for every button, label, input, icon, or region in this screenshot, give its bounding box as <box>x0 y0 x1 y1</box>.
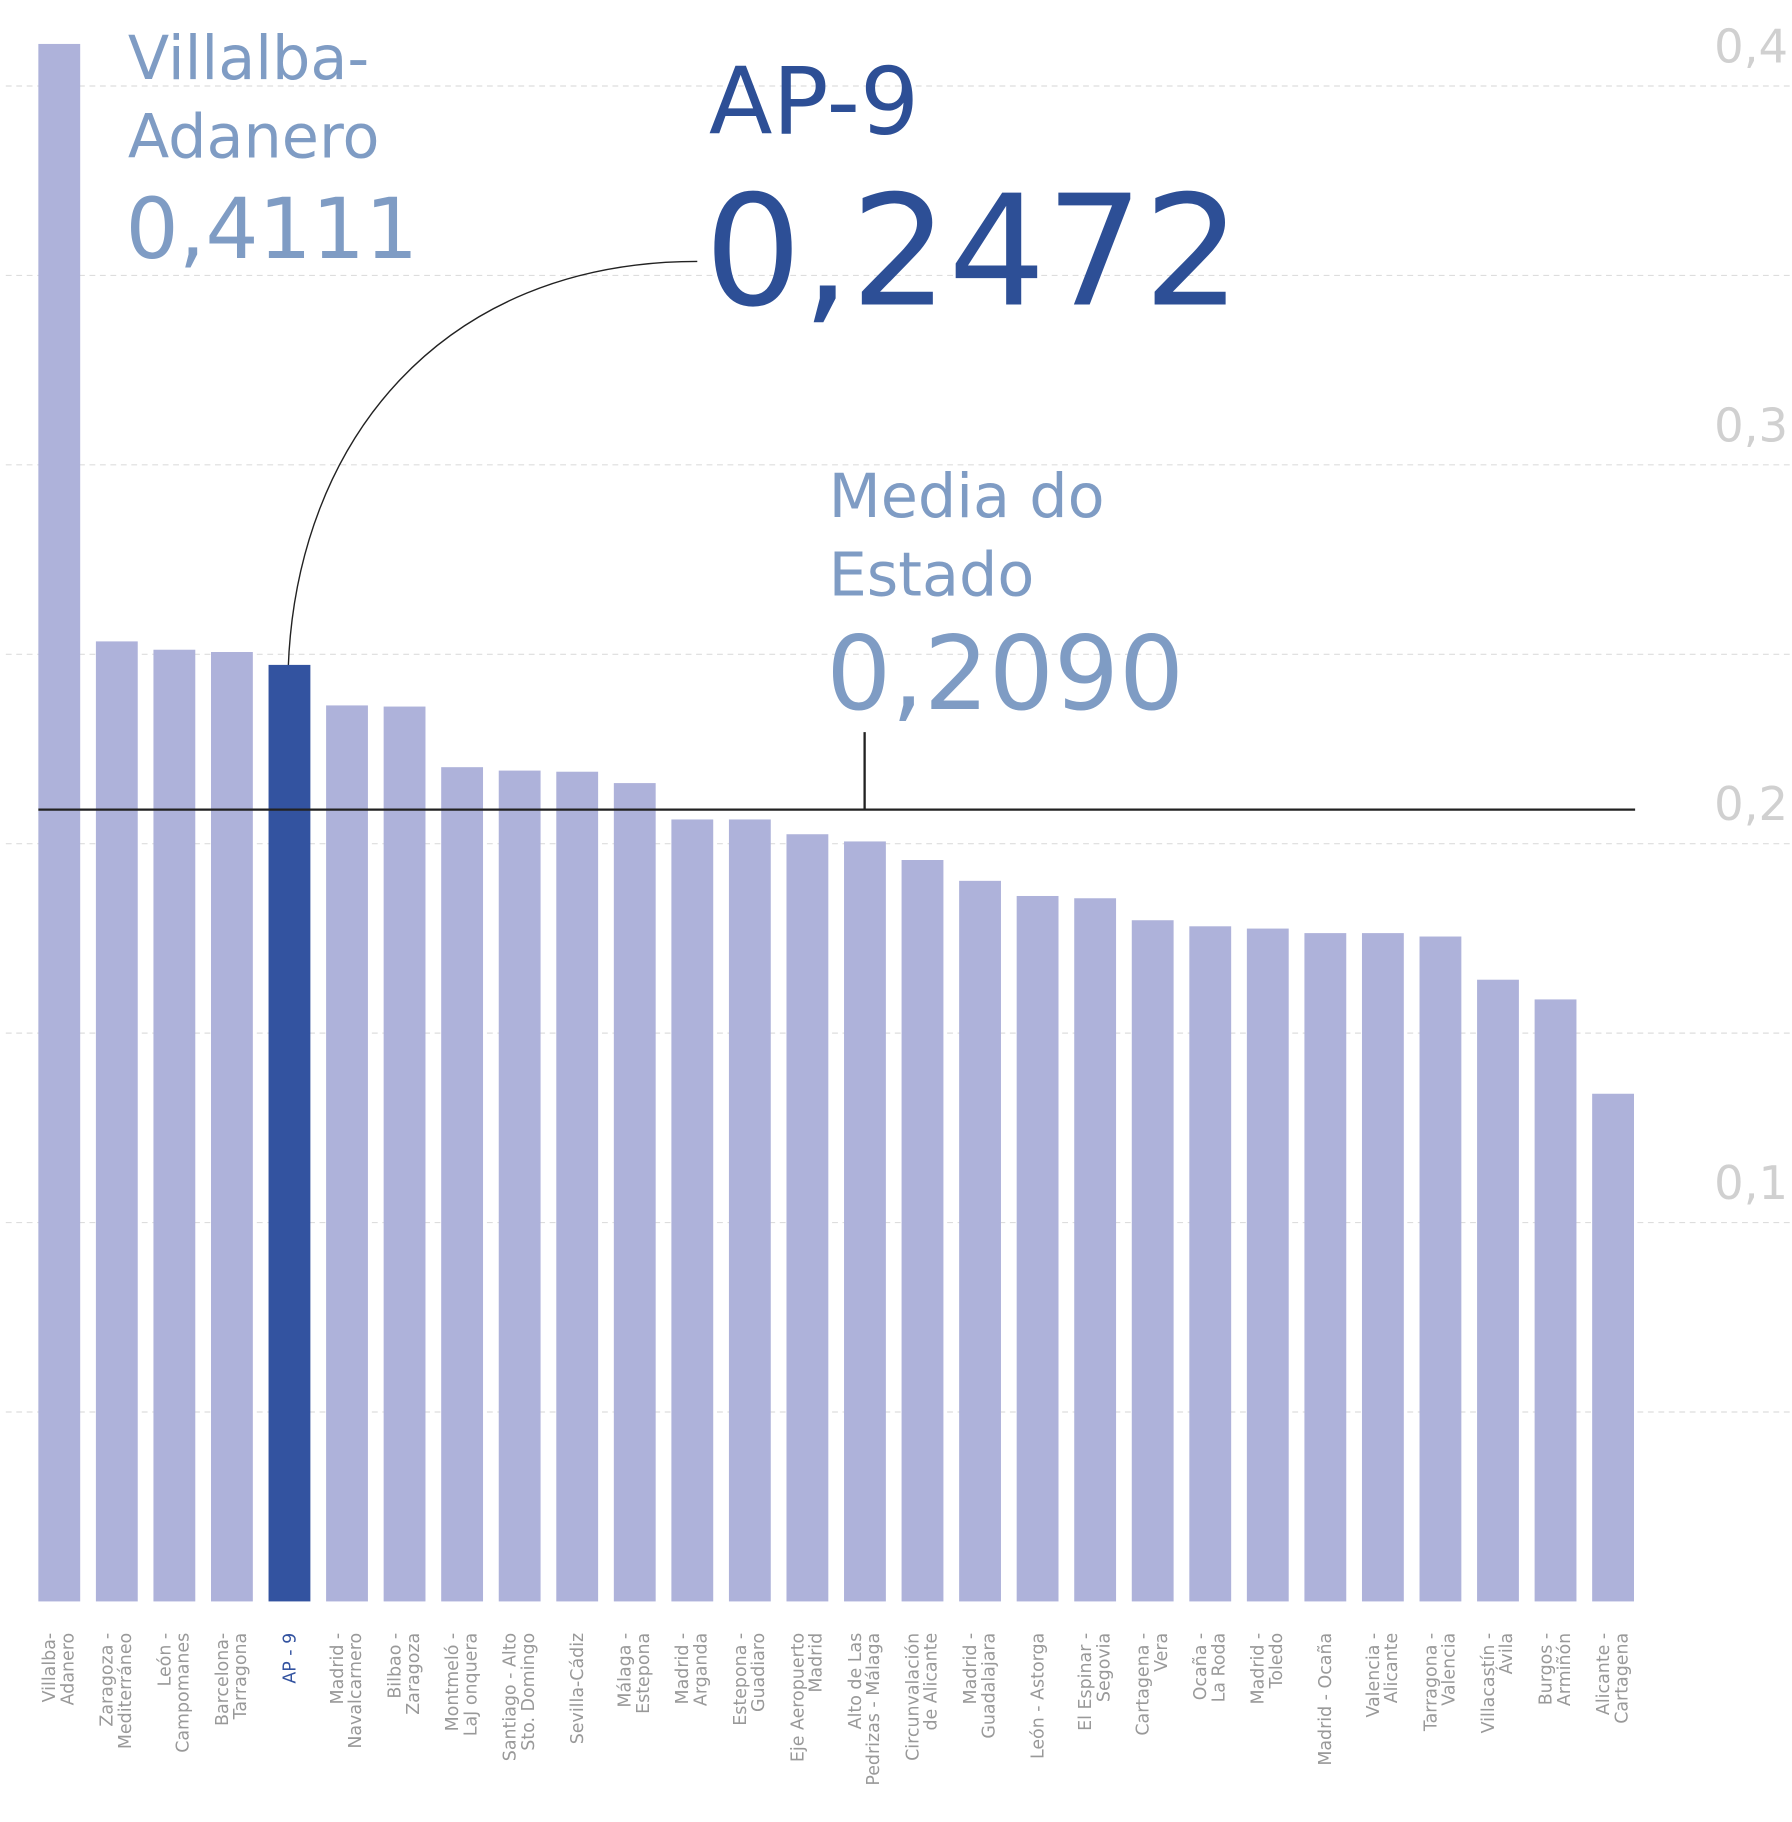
annotation-label: Villalba-Adanero <box>128 24 380 173</box>
annotation-label: AP-9 <box>709 48 919 156</box>
bar <box>1074 898 1117 1602</box>
x-tick-group: Málaga -Estepona <box>616 1633 654 1714</box>
bar <box>901 859 944 1602</box>
mean-value: 0,2090 <box>826 615 1184 734</box>
bar <box>844 841 886 1602</box>
bar <box>383 706 426 1602</box>
x-tick-label: Estepona -Guadiaro <box>731 1633 769 1726</box>
bar <box>95 641 138 1602</box>
x-tick-group: Montmeló -LaJ onquera <box>443 1633 481 1736</box>
x-tick-label: Madrid -Navalcarnero <box>328 1633 366 1749</box>
bar <box>1419 936 1462 1602</box>
x-tick-label: Madrid -Arganda <box>673 1633 711 1706</box>
bar <box>556 771 599 1602</box>
y-tick-label: 0,1 <box>1714 1156 1788 1210</box>
x-tick-group: Burgos -Armiñón <box>1536 1633 1574 1706</box>
x-tick-label: Villacastín -Ávila <box>1479 1633 1517 1734</box>
bar <box>153 649 196 1602</box>
y-tick-label: 0,4 <box>1714 19 1788 73</box>
x-tick-label: Eje AeropuertoMadrid <box>788 1633 826 1762</box>
x-tick-label: Madrid -Toledo <box>1249 1633 1287 1705</box>
bar <box>1131 920 1174 1602</box>
bar <box>786 834 829 1602</box>
bar <box>441 767 484 1602</box>
x-tick-label: Santiago - AltoSto. Domingo <box>501 1633 539 1761</box>
bar <box>326 705 368 1602</box>
x-tick-group: Bilbao -Zaragoza <box>385 1633 423 1715</box>
x-tick-label: Málaga -Estepona <box>616 1633 654 1714</box>
x-tick-label: Madrid -Guadalajara <box>961 1633 999 1739</box>
x-tick-group: Villacastín -Ávila <box>1479 1633 1517 1734</box>
x-tick-group: Santiago - AltoSto. Domingo <box>501 1633 539 1761</box>
x-tick-group: Madrid -Guadalajara <box>961 1633 999 1739</box>
bar <box>1189 926 1232 1602</box>
x-tick-group: León - Astorga <box>1028 1633 1048 1759</box>
x-tick-label: Montmeló -LaJ onquera <box>443 1633 481 1736</box>
x-tick-group: AP - 9 <box>280 1633 300 1684</box>
x-tick-label: León - Astorga <box>1028 1633 1048 1759</box>
bar <box>1534 999 1577 1602</box>
bar <box>1477 979 1519 1602</box>
x-tick-label: Villalba-Adanero <box>40 1633 78 1706</box>
bar <box>1361 933 1404 1602</box>
x-tick-group: Barcelona-Tarragona <box>213 1633 251 1726</box>
bar <box>268 664 311 1602</box>
x-tick-label: Alto de LasPedrizas - Málaga <box>846 1633 884 1786</box>
x-tick-label: Sevilla-Cádiz <box>568 1633 588 1744</box>
bar <box>728 819 771 1602</box>
x-tick-group: Alicante -Cartagena <box>1594 1633 1632 1724</box>
x-tick-group: Madrid -Toledo <box>1249 1633 1287 1705</box>
bar <box>613 783 656 1602</box>
bar <box>1592 1093 1635 1602</box>
bar <box>959 880 1001 1602</box>
x-tick-group: Madrid -Arganda <box>673 1633 711 1706</box>
x-tick-group: Circunvalaciónde Alicante <box>903 1633 941 1761</box>
x-tick-label: Ocaña -La Roda <box>1191 1633 1229 1703</box>
x-tick-label: El Espinar -Segovia <box>1076 1633 1114 1731</box>
annotation-value: 0,4111 <box>126 180 419 278</box>
x-tick-group: Ocaña -La Roda <box>1191 1633 1229 1703</box>
x-tick-group: Eje AeropuertoMadrid <box>788 1633 826 1762</box>
connector <box>287 260 698 669</box>
x-tick-label: Zaragoza -Mediterráneo <box>98 1633 136 1749</box>
x-tick-group: León -Campomanes <box>155 1633 193 1753</box>
bar <box>1246 928 1289 1602</box>
annotation-value: 0,2472 <box>704 163 1241 341</box>
x-tick-label: León -Campomanes <box>155 1633 193 1753</box>
y-tick-label: 0,2 <box>1714 777 1788 831</box>
bar <box>498 770 541 1602</box>
x-tick-label: Cartagena -Vera <box>1134 1633 1172 1736</box>
chart-body: 0,1 0,2 0,3 0,4 Villalba-Adanero Zaragoza -Me… <box>5 19 1792 1786</box>
x-tick-group: Estepona -Guadiaro <box>731 1633 769 1726</box>
x-tick-group: Villalba-Adanero <box>40 1633 78 1706</box>
bar <box>1016 895 1059 1602</box>
x-tick-group: Alto de LasPedrizas - Málaga <box>846 1633 884 1786</box>
x-tick-label: Burgos -Armiñón <box>1536 1633 1574 1706</box>
bar <box>1304 933 1347 1602</box>
x-tick-group: Cartagena -Vera <box>1134 1633 1172 1736</box>
x-tick-group: Tarragona -Valencia <box>1421 1633 1459 1732</box>
x-tick-group: Sevilla-Cádiz <box>568 1633 588 1744</box>
mean-label: Media do Estado <box>829 462 1105 611</box>
x-tick-group: Zaragoza -Mediterráneo <box>98 1633 136 1749</box>
x-tick-label: Alicante -Cartagena <box>1594 1633 1632 1724</box>
x-tick-label: AP - 9 <box>280 1633 300 1684</box>
bar <box>210 652 253 1602</box>
x-tick-label: Tarragona -Valencia <box>1421 1633 1459 1732</box>
x-tick-label: Madrid - Ocaña <box>1316 1633 1336 1766</box>
x-tick-label: Circunvalaciónde Alicante <box>903 1633 941 1761</box>
x-tick-group: Valencia -Alicante <box>1364 1633 1402 1718</box>
bar <box>38 43 81 1602</box>
x-tick-group: Madrid -Navalcarnero <box>328 1633 366 1749</box>
x-tick-label: Valencia -Alicante <box>1364 1633 1402 1718</box>
y-tick-label: 0,3 <box>1714 398 1788 452</box>
bar <box>671 819 714 1602</box>
x-tick-label: Bilbao -Zaragoza <box>385 1633 423 1715</box>
x-tick-group: El Espinar -Segovia <box>1076 1633 1114 1731</box>
x-tick-group: Madrid - Ocaña <box>1316 1633 1336 1766</box>
x-tick-label: Barcelona-Tarragona <box>213 1633 251 1726</box>
